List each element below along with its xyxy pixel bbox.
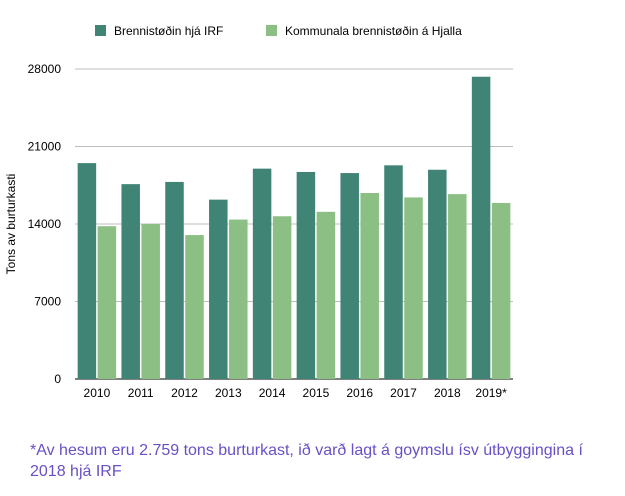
x-tick-label: 2010: [84, 386, 111, 400]
legend-swatch-hjalla: [266, 25, 277, 36]
gridlines: [75, 68, 513, 380]
legend-label-hjalla: Kommunala brennistøðin á Hjalla: [285, 24, 462, 38]
x-axis-ticks: 2010 2011 2012 2013 2014 2015 2016 2017 2018 2019…: [84, 386, 508, 400]
y-tick-label: 7000: [34, 295, 61, 309]
bar-irf-2010: [77, 163, 97, 379]
x-tick-label: 2012: [171, 386, 198, 400]
bars: [77, 76, 511, 379]
y-tick-label: 21000: [28, 140, 62, 154]
y-tick-label: 14000: [28, 217, 62, 231]
legend-label-brennistodin-irf: Brennistøðin hjá IRF: [114, 24, 223, 38]
bar-irf-2011: [121, 184, 140, 379]
bar-hjalla-2010: [97, 226, 117, 379]
x-tick-label: 2015: [303, 386, 330, 400]
bar-hjalla-2014: [272, 216, 292, 379]
bar-hjalla-2018: [448, 194, 467, 379]
bar-irf-2014: [252, 168, 272, 379]
legend-swatch-brennistodin-irf: [95, 25, 106, 36]
x-tick-label: 2019*: [475, 386, 507, 400]
x-tick-label: 2011: [128, 386, 154, 400]
y-tick-label: 28000: [28, 62, 62, 76]
bar-irf-2017: [384, 165, 403, 379]
x-tick-label: 2014: [259, 386, 286, 400]
bar-hjalla-2012: [185, 235, 204, 379]
bar-hjalla-2013: [229, 219, 248, 379]
y-axis-title: Tons av burturkasti: [4, 174, 18, 275]
y-axis-ticks: 0 7000 14000 21000 28000: [28, 62, 62, 386]
bar-chart: Brennistøðin hjá IRF Kommunala brennistø…: [4, 24, 513, 400]
bar-hjalla-2015: [316, 211, 336, 379]
bar-hjalla-2011: [141, 224, 160, 379]
y-tick-label: 0: [54, 372, 61, 386]
bar-hjalla-2017: [404, 197, 423, 379]
bar-irf-2015: [296, 171, 316, 379]
bar-hjalla-2016: [360, 193, 379, 379]
x-tick-label: 2013: [215, 386, 242, 400]
bar-irf-2019: [471, 76, 491, 379]
legend: Brennistøðin hjá IRF Kommunala brennistø…: [95, 24, 462, 38]
bar-irf-2013: [209, 199, 228, 379]
bar-irf-2016: [340, 173, 359, 379]
bar-hjalla-2019: [491, 202, 511, 379]
x-tick-label: 2018: [434, 386, 461, 400]
x-tick-label: 2016: [346, 386, 373, 400]
bar-irf-2012: [165, 181, 184, 379]
footnote: *Av hesum eru 2.759 tons burturkast, ið …: [30, 442, 583, 480]
bar-irf-2018: [428, 169, 447, 379]
x-tick-label: 2017: [390, 386, 417, 400]
